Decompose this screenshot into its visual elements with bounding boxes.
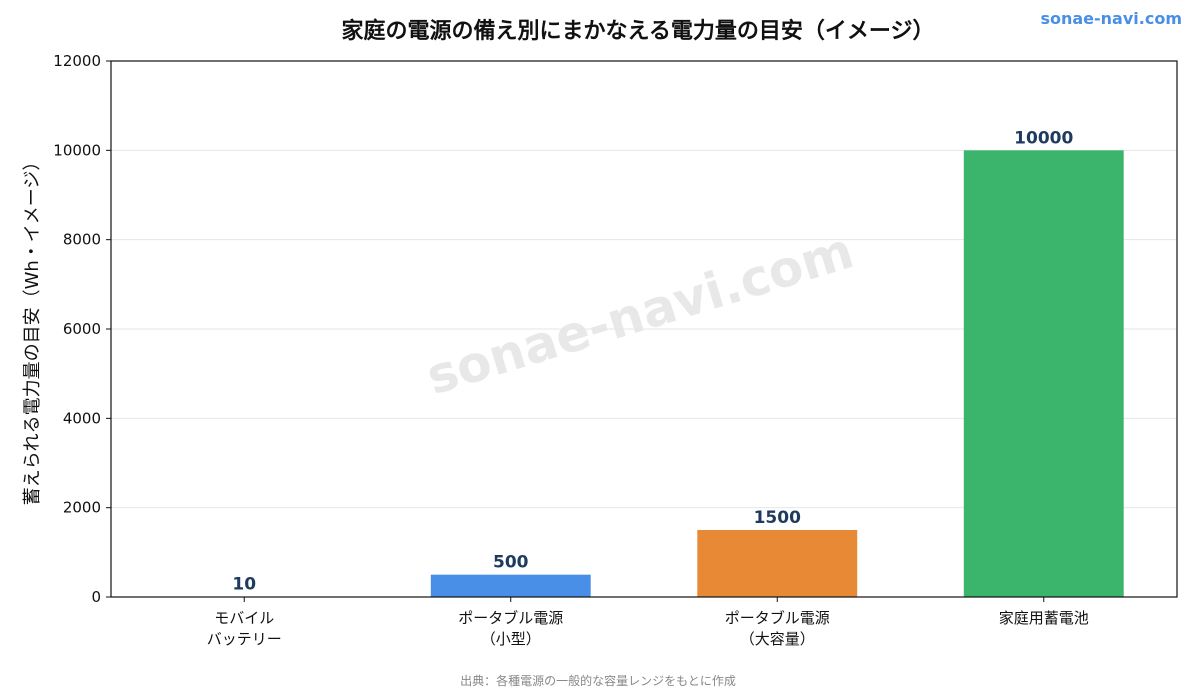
y-tick-label: 10000 [53, 141, 101, 159]
chart-title: 家庭の電源の備え別にまかなえる電力量の目安（イメージ） [342, 18, 935, 44]
y-tick-label: 8000 [63, 231, 101, 249]
data-label: 10000 [1014, 128, 1073, 148]
y-axis-ticks: 0 2000 4000 6000 8000 10000 12000 [53, 52, 111, 606]
x-tick-label: バッテリー [207, 630, 282, 648]
bar [963, 150, 1124, 598]
y-tick-label: 12000 [53, 52, 101, 70]
y-axis-label: 蓄えられる電力量の目安（Wh・イメージ） [22, 153, 43, 506]
data-label: 10 [232, 575, 256, 595]
y-tick-label: 2000 [63, 499, 101, 517]
watermark: sonae-navi.com [420, 221, 860, 406]
y-tick-label: 4000 [63, 409, 101, 427]
bars: 10 500 1500 10000 [164, 128, 1124, 598]
x-tick-label: 家庭用蓄電池 [999, 609, 1089, 627]
bar [697, 530, 858, 597]
data-label: 1500 [754, 508, 801, 528]
x-tick-label: （大容量） [740, 630, 815, 648]
data-label: 500 [493, 553, 529, 573]
y-tick-label: 0 [91, 588, 101, 606]
brand-label[interactable]: sonae-navi.com [1040, 9, 1182, 28]
x-tick-label: ポータブル電源 [458, 609, 563, 627]
source-note: 出典：各種電源の一般的な容量レンジをもとに作成 [460, 673, 736, 688]
y-tick-label: 6000 [63, 320, 101, 338]
bar [430, 574, 591, 597]
x-tick-label: （小型） [481, 630, 541, 648]
x-tick-label: モバイル [214, 609, 274, 627]
x-tick-label: ポータブル電源 [725, 609, 830, 627]
